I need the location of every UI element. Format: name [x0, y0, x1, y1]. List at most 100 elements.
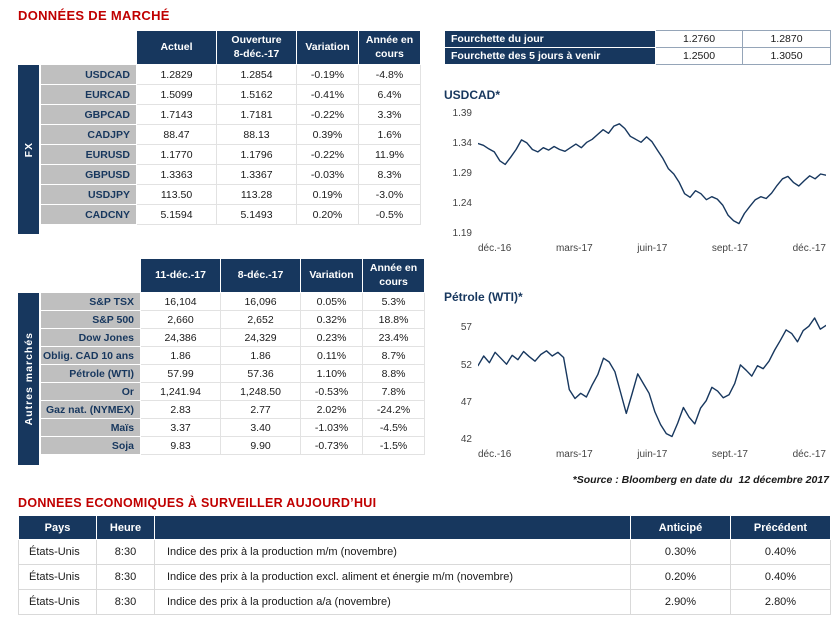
variation-value: 0.23%: [300, 328, 364, 347]
range-row: Fourchette des 5 jours à venir 1.2500 1.…: [444, 47, 831, 65]
variation-value: 0.39%: [296, 124, 359, 145]
ouverture-value: 1.2854: [216, 64, 297, 85]
x-tick-label: déc.-17: [792, 243, 826, 254]
market-row: S&P TSX 16,104 16,096 0.05% 5.3%: [39, 292, 426, 311]
actuel-value: 1.2829: [136, 64, 217, 85]
markets-section: Autres marchés 11-déc.-17 8-déc.-17 Vari…: [18, 258, 426, 465]
x-tick-label: mars-17: [555, 449, 593, 460]
wti-line-plot: [478, 317, 826, 438]
header-variation: Variation: [300, 258, 364, 293]
blank-header-cell: [41, 259, 141, 293]
ouverture-value: 1.1796: [216, 144, 297, 165]
header-variation: Variation: [296, 30, 359, 65]
header-actuel: Actuel: [136, 30, 217, 65]
market-label: S&P TSX: [39, 292, 142, 311]
anticipe-value: 2.90%: [630, 589, 731, 615]
usdcad-chart: USDCAD* 1.39 1.34 1.29 1.24 1.19 déc.-16 mars…: [444, 88, 830, 254]
ranges-section: Fourchette du jour 1.2760 1.2870 Fourche…: [444, 30, 831, 65]
variation-value: -0.19%: [296, 64, 359, 85]
econ-section: Pays Heure Anticipé Précédent États-Unis…: [18, 515, 831, 615]
precedent-value: 0.40%: [730, 564, 831, 590]
current-value: 1,241.94: [140, 382, 222, 401]
variation-value: -0.73%: [300, 436, 364, 455]
actuel-value: 1.3363: [136, 164, 217, 185]
market-label: Oblig. CAD 10 ans: [39, 346, 142, 365]
country-cell: États-Unis: [18, 589, 97, 615]
precedent-value: 2.80%: [730, 589, 831, 615]
time-cell: 8:30: [96, 539, 155, 565]
ranges-table-body: Fourchette du jour 1.2760 1.2870 Fourche…: [444, 30, 831, 65]
range-label: Fourchette des 5 jours à venir: [444, 47, 656, 65]
previous-value: 2.77: [220, 400, 302, 419]
y-tick-label: 1.24: [452, 197, 472, 209]
current-value: 2.83: [140, 400, 222, 419]
ouverture-value: 1.7181: [216, 104, 297, 125]
range-high-value: 1.2870: [742, 30, 831, 48]
indicator-description: Indice des prix à la production excl. al…: [154, 564, 631, 590]
ouverture-value: 5.1493: [216, 204, 297, 225]
usdcad-line-plot: [478, 123, 826, 225]
anticipe-value: 0.20%: [630, 564, 731, 590]
market-row: Dow Jones 24,386 24,329 0.23% 23.4%: [39, 328, 426, 347]
variation-value: 0.11%: [300, 346, 364, 365]
instrument-label: USDCAD: [40, 64, 137, 85]
source-note-date: 12 décembre 2017: [738, 474, 829, 486]
source-note-text: *Source : Bloomberg en date du: [572, 474, 733, 486]
econ-table-body: États-Unis 8:30 Indice des prix à la pro…: [18, 539, 831, 615]
y-tick-label: 47: [460, 397, 472, 408]
fx-row: CADJPY 88.47 88.13 0.39% 1.6%: [40, 124, 421, 145]
instrument-label: CADJPY: [40, 124, 137, 145]
ytd-value: 8.8%: [362, 364, 426, 383]
usdcad-x-axis: déc.-16 mars-17 juin-17 sept.-17 déc.-17: [478, 243, 826, 254]
ouverture-value: 113.28: [216, 184, 297, 205]
y-tick-label: 1.19: [452, 227, 472, 239]
ouverture-value: 88.13: [216, 124, 297, 145]
previous-value: 2,652: [220, 310, 302, 329]
range-label: Fourchette du jour: [444, 30, 656, 48]
variation-value: 0.19%: [296, 184, 359, 205]
markets-table-header: 11-déc.-17 8-déc.-17 Variation Année en …: [41, 258, 426, 293]
fx-table-body: USDCAD 1.2829 1.2854 -0.19% -4.8% EURCAD…: [40, 64, 421, 225]
previous-value: 16,096: [220, 292, 302, 311]
market-label: Maïs: [39, 418, 142, 437]
header-precedent: Précédent: [730, 515, 831, 540]
current-value: 9.83: [140, 436, 222, 455]
wti-x-axis: déc.-16 mars-17 juin-17 sept.-17 déc.-17: [478, 449, 826, 460]
y-tick-label: 1.29: [452, 168, 472, 179]
market-label: Dow Jones: [39, 328, 142, 347]
variation-value: 2.02%: [300, 400, 364, 419]
fx-row: GBPUSD 1.3363 1.3367 -0.03% 8.3%: [40, 164, 421, 185]
header-anticipe: Anticipé: [630, 515, 731, 540]
country-cell: États-Unis: [18, 564, 97, 590]
y-tick-label: 57: [460, 322, 472, 334]
market-row: Gaz nat. (NYMEX) 2.83 2.77 2.02% -24.2%: [39, 400, 426, 419]
variation-value: 0.20%: [296, 204, 359, 225]
header-date-current: 11-déc.-17: [140, 258, 222, 293]
current-value: 57.99: [140, 364, 222, 383]
wti-y-axis: 57 52 47 42: [444, 312, 478, 445]
market-label: Soja: [39, 436, 142, 455]
fx-row: EURUSD 1.1770 1.1796 -0.22% 11.9%: [40, 144, 421, 165]
fx-section: FX Actuel Ouverture 8-déc.-17 Variation …: [18, 30, 421, 234]
markets-group-label-text: Autres marchés: [22, 332, 35, 426]
ytd-value: 18.8%: [362, 310, 426, 329]
econ-section-title: DONNEES ECONOMIQUES À SURVEILLER AUJOURD…: [18, 496, 377, 510]
ytd-value: -4.5%: [362, 418, 426, 437]
ytd-value: 1.6%: [358, 124, 421, 145]
actuel-value: 1.5099: [136, 84, 217, 105]
variation-value: -0.53%: [300, 382, 364, 401]
variation-value: 0.05%: [300, 292, 364, 311]
wti-chart: Pétrole (WTI)* 57 52 47 42 déc.-16 mars-17 ju…: [444, 290, 830, 460]
ytd-value: -4.8%: [358, 64, 421, 85]
current-value: 24,386: [140, 328, 222, 347]
variation-value: -0.03%: [296, 164, 359, 185]
econ-row: États-Unis 8:30 Indice des prix à la pro…: [18, 539, 831, 565]
time-cell: 8:30: [96, 564, 155, 590]
current-value: 2,660: [140, 310, 222, 329]
actuel-value: 5.1594: [136, 204, 217, 225]
instrument-label: USDJPY: [40, 184, 137, 205]
ytd-value: 5.3%: [362, 292, 426, 311]
fx-row: CADCNY 5.1594 5.1493 0.20% -0.5%: [40, 204, 421, 225]
instrument-label: EURUSD: [40, 144, 137, 165]
